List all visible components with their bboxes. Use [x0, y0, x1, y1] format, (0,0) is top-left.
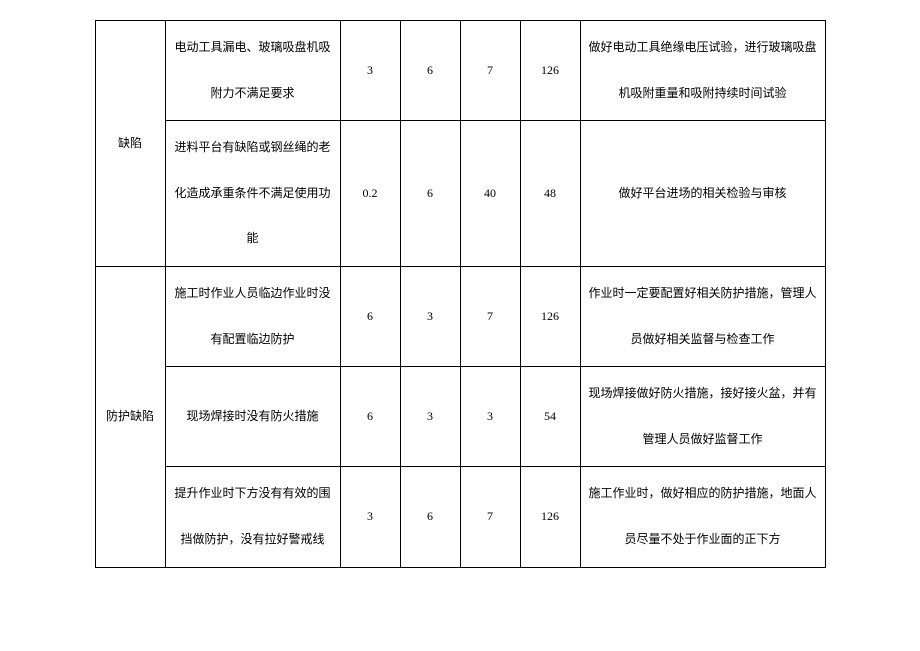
desc-cell: 进料平台有缺陷或钢丝绳的老化造成承重条件不满足使用功能	[165, 121, 340, 267]
num-cell: 40	[460, 121, 520, 267]
measure-cell: 做好平台进场的相关检验与审核	[580, 121, 825, 267]
table-container: 缺陷 电动工具漏电、玻璃吸盘机吸附力不满足要求 3 6 7 126 做好电动工具…	[95, 0, 826, 588]
table-body: 缺陷 电动工具漏电、玻璃吸盘机吸附力不满足要求 3 6 7 126 做好电动工具…	[95, 21, 825, 568]
desc-cell: 电动工具漏电、玻璃吸盘机吸附力不满足要求	[165, 21, 340, 121]
measure-cell: 施工作业时，做好相应的防护措施，地面人员尽量不处于作业面的正下方	[580, 467, 825, 567]
table-row: 缺陷 电动工具漏电、玻璃吸盘机吸附力不满足要求 3 6 7 126 做好电动工具…	[95, 21, 825, 121]
num-cell: 6	[400, 467, 460, 567]
num-cell: 6	[400, 121, 460, 267]
num-cell: 3	[460, 367, 520, 467]
table-row: 现场焊接时没有防火措施 6 3 3 54 现场焊接做好防火措施，接好接火盆，并有…	[95, 367, 825, 467]
num-cell: 7	[460, 467, 520, 567]
category-cell: 缺陷	[95, 21, 165, 267]
measure-cell: 作业时一定要配置好相关防护措施，管理人员做好相关监督与检查工作	[580, 266, 825, 366]
num-cell: 3	[340, 21, 400, 121]
num-cell: 6	[400, 21, 460, 121]
num-cell: 54	[520, 367, 580, 467]
num-cell: 3	[340, 467, 400, 567]
num-cell: 0.2	[340, 121, 400, 267]
num-cell: 3	[400, 367, 460, 467]
num-cell: 7	[460, 266, 520, 366]
table-row: 防护缺陷 施工时作业人员临边作业时没有配置临边防护 6 3 7 126 作业时一…	[95, 266, 825, 366]
desc-cell: 提升作业时下方没有有效的围挡做防护，没有拉好警戒线	[165, 467, 340, 567]
table-row: 提升作业时下方没有有效的围挡做防护，没有拉好警戒线 3 6 7 126 施工作业…	[95, 467, 825, 567]
num-cell: 7	[460, 21, 520, 121]
num-cell: 3	[400, 266, 460, 366]
num-cell: 126	[520, 266, 580, 366]
measure-cell: 做好电动工具绝缘电压试验，进行玻璃吸盘机吸附重量和吸附持续时间试验	[580, 21, 825, 121]
num-cell: 126	[520, 467, 580, 567]
num-cell: 126	[520, 21, 580, 121]
num-cell: 6	[340, 266, 400, 366]
category-cell: 防护缺陷	[95, 266, 165, 567]
num-cell: 48	[520, 121, 580, 267]
measure-cell: 现场焊接做好防火措施，接好接火盆，并有管理人员做好监督工作	[580, 367, 825, 467]
table-row: 进料平台有缺陷或钢丝绳的老化造成承重条件不满足使用功能 0.2 6 40 48 …	[95, 121, 825, 267]
num-cell: 6	[340, 367, 400, 467]
risk-table: 缺陷 电动工具漏电、玻璃吸盘机吸附力不满足要求 3 6 7 126 做好电动工具…	[95, 20, 826, 568]
desc-cell: 现场焊接时没有防火措施	[165, 367, 340, 467]
desc-cell: 施工时作业人员临边作业时没有配置临边防护	[165, 266, 340, 366]
